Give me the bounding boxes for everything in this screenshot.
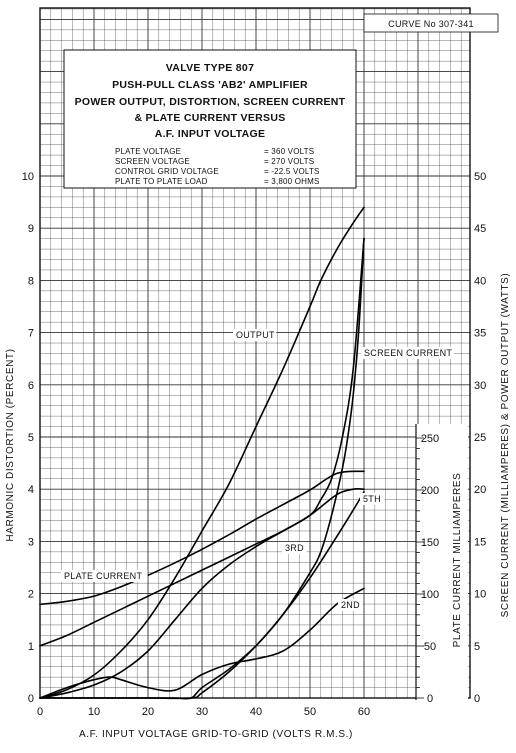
condition-value-4: = 3,800 OHMS [264,177,320,186]
y-right-tick-label: 0 [474,693,480,705]
y-right-tick-label: 45 [474,223,486,235]
condition-label-4: PLATE TO PLATE LOAD [115,177,208,186]
curve-label-bg-screen-current [361,347,454,359]
x-tick-label: 0 [37,706,43,718]
y-left-tick-label: 6 [28,380,34,392]
curve-label-plate-current: PLATE CURRENT [64,571,142,581]
curve-label-bg-3rd [282,542,307,554]
curve-number: CURVE No 307-341 [388,19,474,29]
x-tick-label: 10 [88,706,100,718]
series-line-3rd [39,237,365,699]
title-box: VALVE TYPE 807 PUSH-PULL CLASS 'AB2' AMP… [63,49,357,189]
series-line-5th [39,488,365,647]
y-right-tick-label: 5 [474,641,480,653]
title-line-3: POWER OUTPUT, DISTORTION, SCREEN CURRENT [75,96,346,108]
y-left-tick-label: 9 [28,223,34,235]
series-line-plate-current [39,470,365,606]
y-right-tick-label: 15 [474,536,486,548]
condition-label-1: PLATE VOLTAGE [115,147,181,156]
condition-label-3: CONTROL GRID VOLTAGE [115,167,219,176]
y-left-tick-label: 3 [28,536,34,548]
plate-panel-bg [416,424,468,700]
y-left-tick-label: 10 [22,171,34,183]
y-right-tick-label: 35 [474,328,486,340]
y-plate-tick-label: 200 [421,485,439,497]
x-tick-label: 40 [250,706,262,718]
curve-label-bg-5th [360,493,385,505]
condition-label-2: SCREEN VOLTAGE [115,157,190,166]
series-line-2nd [39,587,365,699]
plate-current-panel [415,424,468,700]
y-left-tick-label: 1 [28,641,34,653]
x-tick-label: 30 [196,706,208,718]
y-right-tick-label: 30 [474,380,486,392]
curves-layer [39,206,365,700]
y-right-tick-label: 25 [474,432,486,444]
condition-value-3: = -22.5 VOLTS [264,167,320,176]
curve-label-5th: 5TH [363,494,381,504]
condition-value-1: = 360 VOLTS [264,147,314,156]
y-left-axis-title: HARMONIC DISTORTION (PERCENT) [5,348,16,541]
y-plate-tick-label: 150 [421,537,439,549]
y-right-tick-label: 20 [474,484,486,496]
curve-label-bg-plate-current [61,570,148,582]
title-line-2: PUSH-PULL CLASS 'AB2' AMPLIFIER [112,79,308,91]
y-left-tick-label: 5 [28,432,34,444]
title-line-4: & PLATE CURRENT VERSUS [134,112,285,124]
y-left-tick-label: 7 [28,328,34,340]
y-plate-tick-label: 50 [424,641,436,653]
curve-label-3rd: 3RD [285,543,304,553]
curve-label-output: OUTPUT [236,330,275,340]
curve-label-screen-current: SCREEN CURRENT [364,348,452,358]
y-plate-tick-label: 250 [421,433,439,445]
y-right-tick-label: 10 [474,589,486,601]
y-left-tick-label: 4 [28,484,34,496]
condition-value-2: = 270 VOLTS [264,157,314,166]
tick-labels: 0 10 20 30 40 50 60012345678910051015202530354… [22,171,487,718]
x-tick-label: 20 [142,706,154,718]
x-tick-label: 60 [358,706,370,718]
y-right-axis-title: SCREEN CURRENT (MILLIAMPERES) & POWER OU… [500,273,511,618]
curve-labels: OUTPUT SCREEN CURRENT PLATE CURRENT 5TH 3RD 2… [61,329,454,611]
curve-label-2nd: 2ND [341,600,360,610]
y-plate-axis-title: PLATE CURRENT MILLIAMPERES [452,473,463,648]
x-axis-title: A.F. INPUT VOLTAGE GRID-TO-GRID (VOLTS R… [79,729,353,740]
series-line-output [39,206,365,699]
title-frame [63,49,357,189]
y-plate-tick-label: 0 [427,693,433,705]
series-line-distortion-6 [39,491,365,700]
y-right-tick-label: 50 [474,171,486,183]
curve-label-bg-output [233,329,277,341]
title-line-5: A.F. INPUT VOLTAGE [155,128,266,140]
y-left-tick-label: 8 [28,275,34,287]
y-right-tick-label: 40 [474,275,486,287]
plot-frame [39,7,471,699]
y-left-tick-label: 2 [28,589,34,601]
x-tick-label: 50 [304,706,316,718]
curve-number-frame [363,13,499,33]
y-plate-tick-label: 100 [421,589,439,601]
title-line-1: VALVE TYPE 807 [166,62,254,74]
y-left-tick-label: 0 [28,693,34,705]
curve-label-bg-2nd [338,599,363,611]
curve-number-box: CURVE No 307-341 [363,13,499,33]
